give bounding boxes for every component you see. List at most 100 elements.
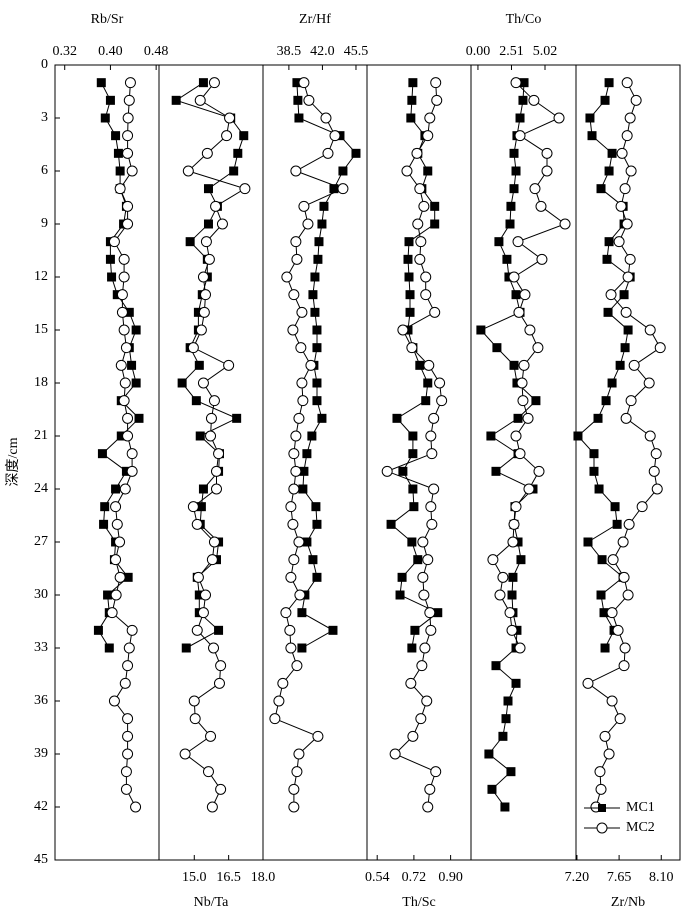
- point: [119, 677, 131, 689]
- point: [408, 484, 418, 494]
- point: [486, 431, 496, 441]
- point: [602, 254, 612, 264]
- point: [288, 554, 300, 566]
- point: [179, 748, 191, 760]
- x-tick-label: 7.65: [607, 870, 632, 885]
- point: [297, 643, 307, 653]
- point: [421, 396, 431, 406]
- point: [203, 184, 213, 194]
- point: [529, 183, 541, 195]
- point: [621, 77, 633, 89]
- point: [424, 112, 436, 124]
- point: [406, 113, 416, 123]
- point: [290, 465, 302, 477]
- point: [100, 113, 110, 123]
- y-tick-label: 30: [34, 587, 48, 602]
- point: [614, 713, 626, 725]
- point: [585, 113, 595, 123]
- point: [200, 589, 212, 601]
- point: [198, 78, 208, 88]
- x-tick-label: 0.40: [98, 44, 123, 59]
- point: [187, 501, 199, 513]
- point: [338, 166, 348, 176]
- point: [423, 359, 435, 371]
- point: [126, 465, 138, 477]
- point: [208, 536, 220, 548]
- point: [202, 766, 214, 778]
- point: [510, 501, 522, 513]
- point: [317, 413, 327, 423]
- point: [122, 218, 134, 230]
- point: [285, 642, 297, 654]
- point: [302, 449, 312, 459]
- point: [122, 130, 134, 142]
- point: [411, 147, 423, 159]
- point: [531, 396, 541, 406]
- point: [599, 730, 611, 742]
- point: [291, 660, 303, 672]
- point: [426, 518, 438, 530]
- point: [119, 377, 131, 389]
- x-axis-label: Rb/Sr: [91, 12, 124, 27]
- legend-marker: [598, 804, 606, 812]
- point: [518, 95, 528, 105]
- point: [398, 466, 408, 476]
- point: [312, 343, 322, 353]
- point: [290, 236, 302, 248]
- point: [509, 148, 519, 158]
- point: [284, 624, 296, 636]
- point: [114, 183, 126, 195]
- x-tick-label: 38.5: [277, 44, 302, 59]
- point: [181, 643, 191, 653]
- point: [594, 484, 604, 494]
- point: [297, 608, 307, 618]
- point: [491, 661, 501, 671]
- x-axis-label: Zr/Nb: [611, 895, 645, 910]
- point: [541, 165, 553, 177]
- point: [605, 289, 617, 301]
- point: [596, 184, 606, 194]
- point: [287, 324, 299, 336]
- point: [425, 430, 437, 442]
- point: [277, 677, 289, 689]
- point: [239, 183, 251, 195]
- point: [177, 378, 187, 388]
- point: [320, 112, 332, 124]
- point: [405, 677, 417, 689]
- point: [215, 660, 227, 672]
- point: [319, 201, 329, 211]
- point: [506, 624, 518, 636]
- point: [103, 590, 113, 600]
- point: [524, 324, 536, 336]
- point: [303, 94, 315, 106]
- point: [412, 218, 424, 230]
- point: [503, 696, 513, 706]
- y-tick-label: 12: [34, 269, 48, 284]
- point: [604, 166, 614, 176]
- point: [297, 395, 309, 407]
- point: [410, 625, 420, 635]
- point: [386, 519, 396, 529]
- point: [97, 449, 107, 459]
- point: [280, 607, 292, 619]
- point: [620, 306, 632, 318]
- point: [484, 749, 494, 759]
- point: [528, 94, 540, 106]
- point: [535, 200, 547, 212]
- point: [423, 166, 433, 176]
- point: [197, 607, 209, 619]
- point: [188, 695, 200, 707]
- legend-label: MC2: [626, 820, 655, 835]
- point: [191, 396, 201, 406]
- point: [615, 200, 627, 212]
- point: [115, 359, 127, 371]
- point: [126, 448, 138, 460]
- point: [408, 449, 418, 459]
- point: [126, 624, 138, 636]
- point: [405, 290, 415, 300]
- point: [603, 748, 615, 760]
- point: [118, 253, 130, 265]
- point: [113, 148, 123, 158]
- y-tick-label: 18: [34, 375, 48, 390]
